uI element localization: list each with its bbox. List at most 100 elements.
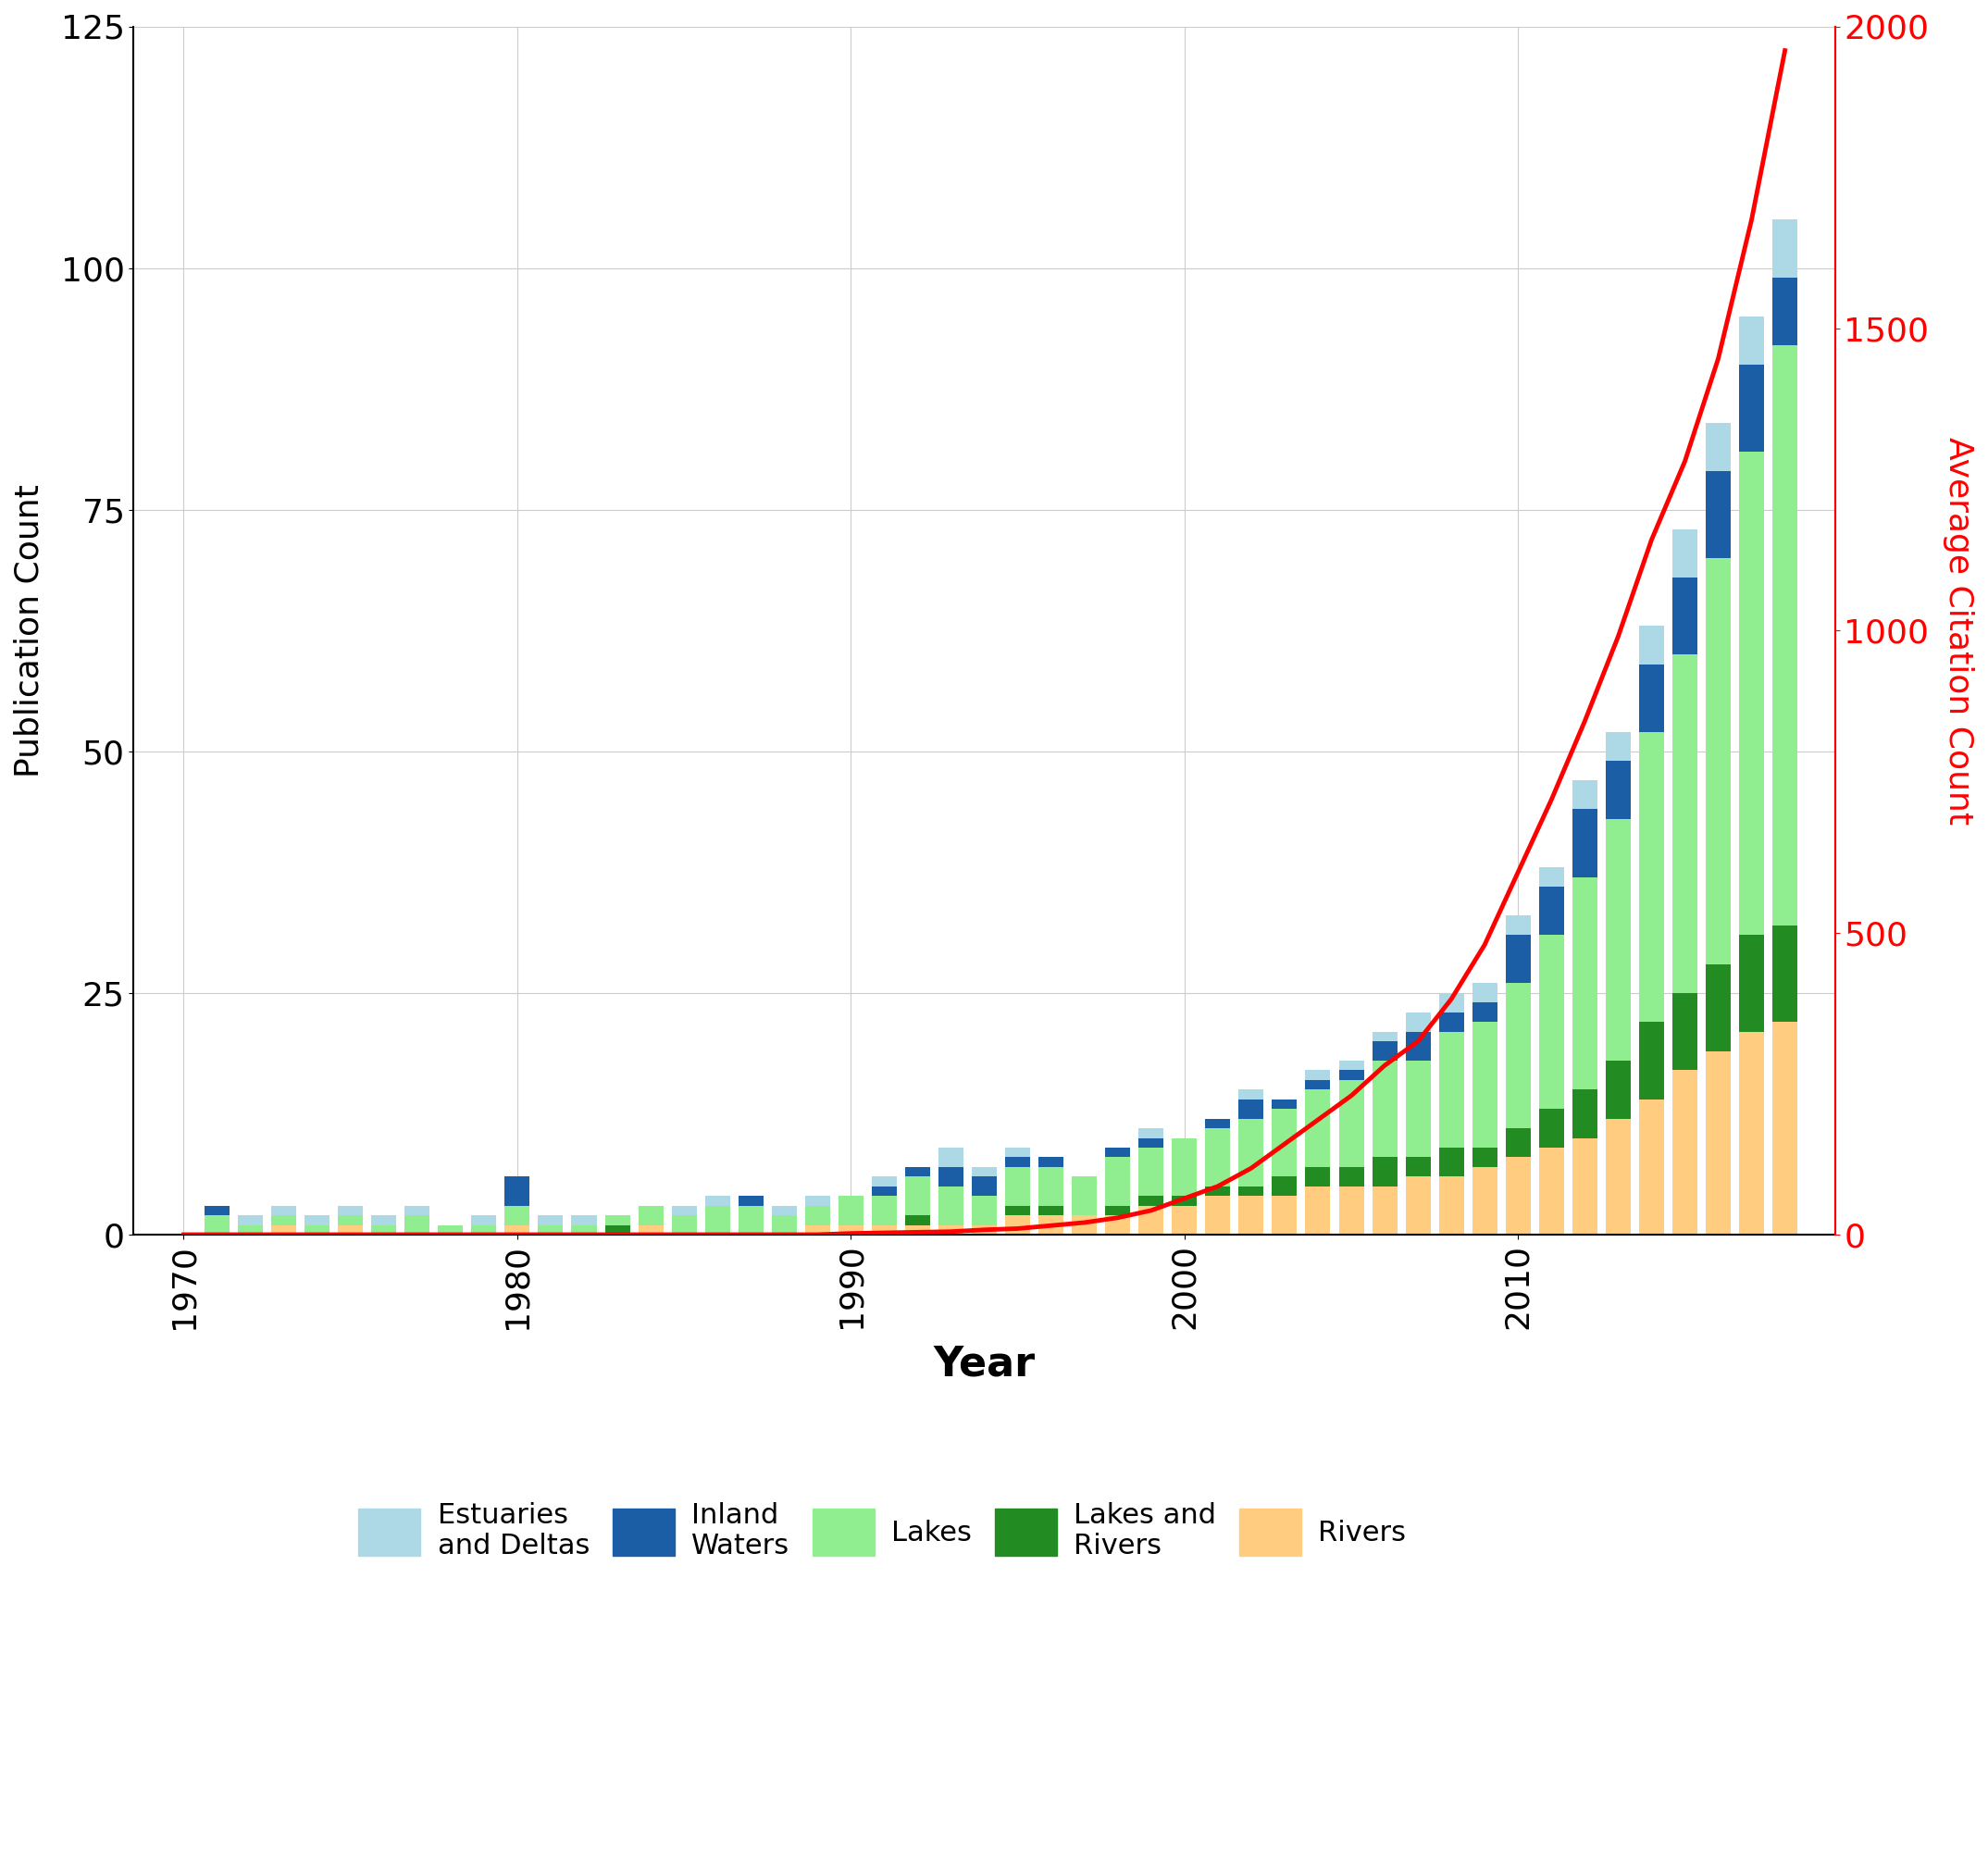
Bar [1740, 1032, 1763, 1234]
Bar [1173, 1206, 1197, 1234]
Bar [1205, 1118, 1231, 1127]
Bar [1606, 1060, 1630, 1118]
Bar [1406, 1013, 1431, 1032]
Bar [372, 1216, 396, 1225]
Bar [1473, 1022, 1497, 1148]
Bar [1406, 1176, 1431, 1234]
Bar [871, 1176, 897, 1186]
Bar [304, 1225, 330, 1234]
Bar [1239, 1118, 1264, 1186]
Bar [938, 1186, 964, 1225]
Bar [738, 1206, 763, 1234]
Bar [1573, 809, 1596, 876]
Bar [1706, 422, 1732, 471]
Bar [1338, 1060, 1364, 1071]
Bar [972, 1225, 996, 1234]
Bar [1038, 1157, 1064, 1167]
Bar [1372, 1041, 1398, 1060]
Bar [1038, 1167, 1064, 1206]
Bar [706, 1197, 730, 1206]
Bar [1272, 1197, 1296, 1234]
Bar [304, 1216, 330, 1225]
Bar [338, 1216, 364, 1225]
Bar [1505, 934, 1531, 983]
Bar [1573, 1139, 1596, 1234]
Bar [1706, 557, 1732, 964]
Bar [1573, 876, 1596, 1090]
Bar [1239, 1090, 1264, 1099]
Bar [338, 1225, 364, 1234]
Bar [839, 1225, 863, 1234]
Bar [1205, 1197, 1231, 1234]
Bar [1272, 1109, 1296, 1176]
Bar [205, 1206, 229, 1216]
Bar [1105, 1148, 1131, 1157]
Bar [1139, 1139, 1163, 1148]
Bar [1606, 732, 1630, 762]
Bar [1539, 887, 1565, 934]
Bar [1072, 1216, 1097, 1234]
Bar [1672, 655, 1698, 992]
Bar [1505, 983, 1531, 1127]
Bar [1139, 1148, 1163, 1197]
Bar [972, 1197, 996, 1225]
Bar [406, 1206, 429, 1216]
Y-axis label: Publication Count: Publication Count [14, 484, 46, 777]
Bar [239, 1216, 262, 1225]
Bar [1006, 1206, 1030, 1216]
Bar [805, 1197, 831, 1206]
Bar [738, 1197, 763, 1206]
Bar [1672, 1071, 1698, 1234]
Bar [1406, 1032, 1431, 1060]
Bar [1473, 983, 1497, 1002]
Bar [1740, 934, 1763, 1032]
Bar [1006, 1157, 1030, 1167]
Bar [1038, 1206, 1064, 1216]
X-axis label: Year: Year [932, 1345, 1036, 1384]
Bar [1638, 1099, 1664, 1234]
Bar [505, 1225, 529, 1234]
Bar [1606, 820, 1630, 1060]
Bar [1006, 1148, 1030, 1157]
Bar [638, 1225, 664, 1234]
Bar [1773, 345, 1797, 925]
Bar [1139, 1206, 1163, 1234]
Bar [1740, 452, 1763, 934]
Bar [1773, 219, 1797, 278]
Bar [1338, 1167, 1364, 1186]
Bar [1439, 1148, 1463, 1176]
Bar [571, 1225, 596, 1234]
Bar [1539, 867, 1565, 887]
Bar [338, 1206, 364, 1216]
Bar [1139, 1197, 1163, 1206]
Bar [1638, 732, 1664, 1022]
Bar [1439, 992, 1463, 1013]
Bar [972, 1176, 996, 1197]
Bar [1505, 1157, 1531, 1234]
Bar [1205, 1127, 1231, 1186]
Bar [1306, 1167, 1330, 1186]
Bar [1239, 1099, 1264, 1118]
Bar [1672, 992, 1698, 1071]
Bar [437, 1225, 463, 1234]
Bar [1072, 1176, 1097, 1216]
Bar [1740, 317, 1763, 364]
Bar [1573, 1090, 1596, 1139]
Bar [1306, 1071, 1330, 1081]
Bar [1740, 364, 1763, 452]
Bar [1439, 1013, 1463, 1032]
Bar [1205, 1186, 1231, 1197]
Bar [706, 1206, 730, 1234]
Bar [805, 1206, 831, 1225]
Bar [471, 1216, 497, 1225]
Bar [1338, 1081, 1364, 1167]
Bar [938, 1148, 964, 1167]
Bar [1006, 1167, 1030, 1206]
Bar [604, 1225, 630, 1234]
Bar [1706, 1051, 1732, 1234]
Bar [1606, 762, 1630, 820]
Bar [505, 1176, 529, 1206]
Bar [1773, 278, 1797, 345]
Bar [1306, 1090, 1330, 1167]
Bar [1272, 1099, 1296, 1109]
